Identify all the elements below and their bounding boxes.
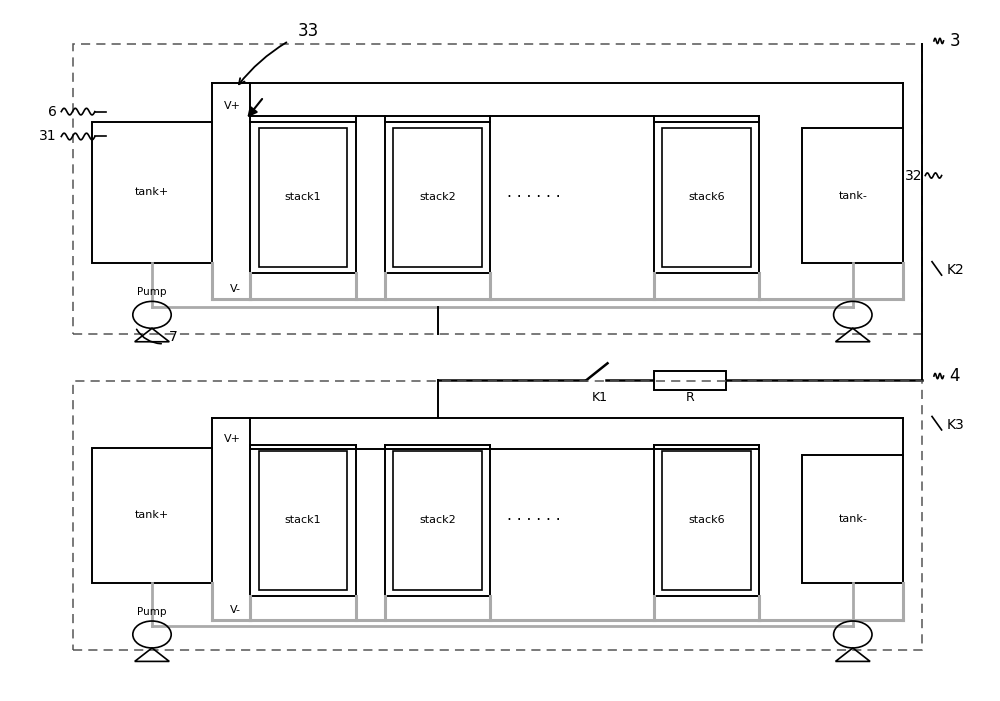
Bar: [662, 451, 751, 590]
Text: tank-: tank-: [838, 514, 867, 524]
Text: stack6: stack6: [688, 192, 725, 203]
Bar: [73, 381, 922, 650]
Bar: [92, 448, 212, 583]
Bar: [802, 128, 903, 263]
Text: 4: 4: [949, 367, 960, 385]
Text: Pump: Pump: [137, 606, 167, 617]
Bar: [662, 128, 751, 267]
Bar: [654, 122, 759, 273]
Text: 7: 7: [169, 330, 178, 344]
Text: K2: K2: [946, 263, 964, 277]
Bar: [259, 128, 347, 267]
Text: V-: V-: [230, 284, 241, 294]
Bar: [802, 455, 903, 583]
Text: stack6: stack6: [688, 515, 725, 526]
Bar: [73, 44, 922, 334]
Text: V+: V+: [224, 100, 241, 111]
Text: tank+: tank+: [135, 187, 169, 198]
Text: V+: V+: [224, 434, 241, 444]
Bar: [654, 444, 759, 596]
Text: tank-: tank-: [838, 191, 867, 200]
Bar: [654, 371, 726, 390]
Text: V-: V-: [230, 604, 241, 615]
Text: 6: 6: [48, 104, 56, 118]
Text: Pump: Pump: [137, 287, 167, 297]
Text: · · · · · ·: · · · · · ·: [507, 512, 560, 528]
Text: 31: 31: [39, 130, 56, 144]
Text: 3: 3: [949, 32, 960, 50]
Text: K1: K1: [592, 391, 608, 404]
Text: stack2: stack2: [419, 515, 456, 526]
Bar: [393, 128, 482, 267]
Bar: [250, 444, 356, 596]
Bar: [385, 444, 490, 596]
Text: stack1: stack1: [285, 192, 322, 203]
Text: · · · · · ·: · · · · · ·: [507, 189, 560, 205]
Text: 32: 32: [905, 168, 922, 182]
Bar: [393, 451, 482, 590]
Bar: [259, 451, 347, 590]
Bar: [92, 122, 212, 263]
Text: stack1: stack1: [285, 515, 322, 526]
Text: tank+: tank+: [135, 510, 169, 520]
Text: K3: K3: [946, 418, 964, 432]
Text: R: R: [686, 391, 694, 404]
Bar: [250, 122, 356, 273]
Bar: [385, 122, 490, 273]
Text: stack2: stack2: [419, 192, 456, 203]
Text: 33: 33: [297, 22, 319, 40]
